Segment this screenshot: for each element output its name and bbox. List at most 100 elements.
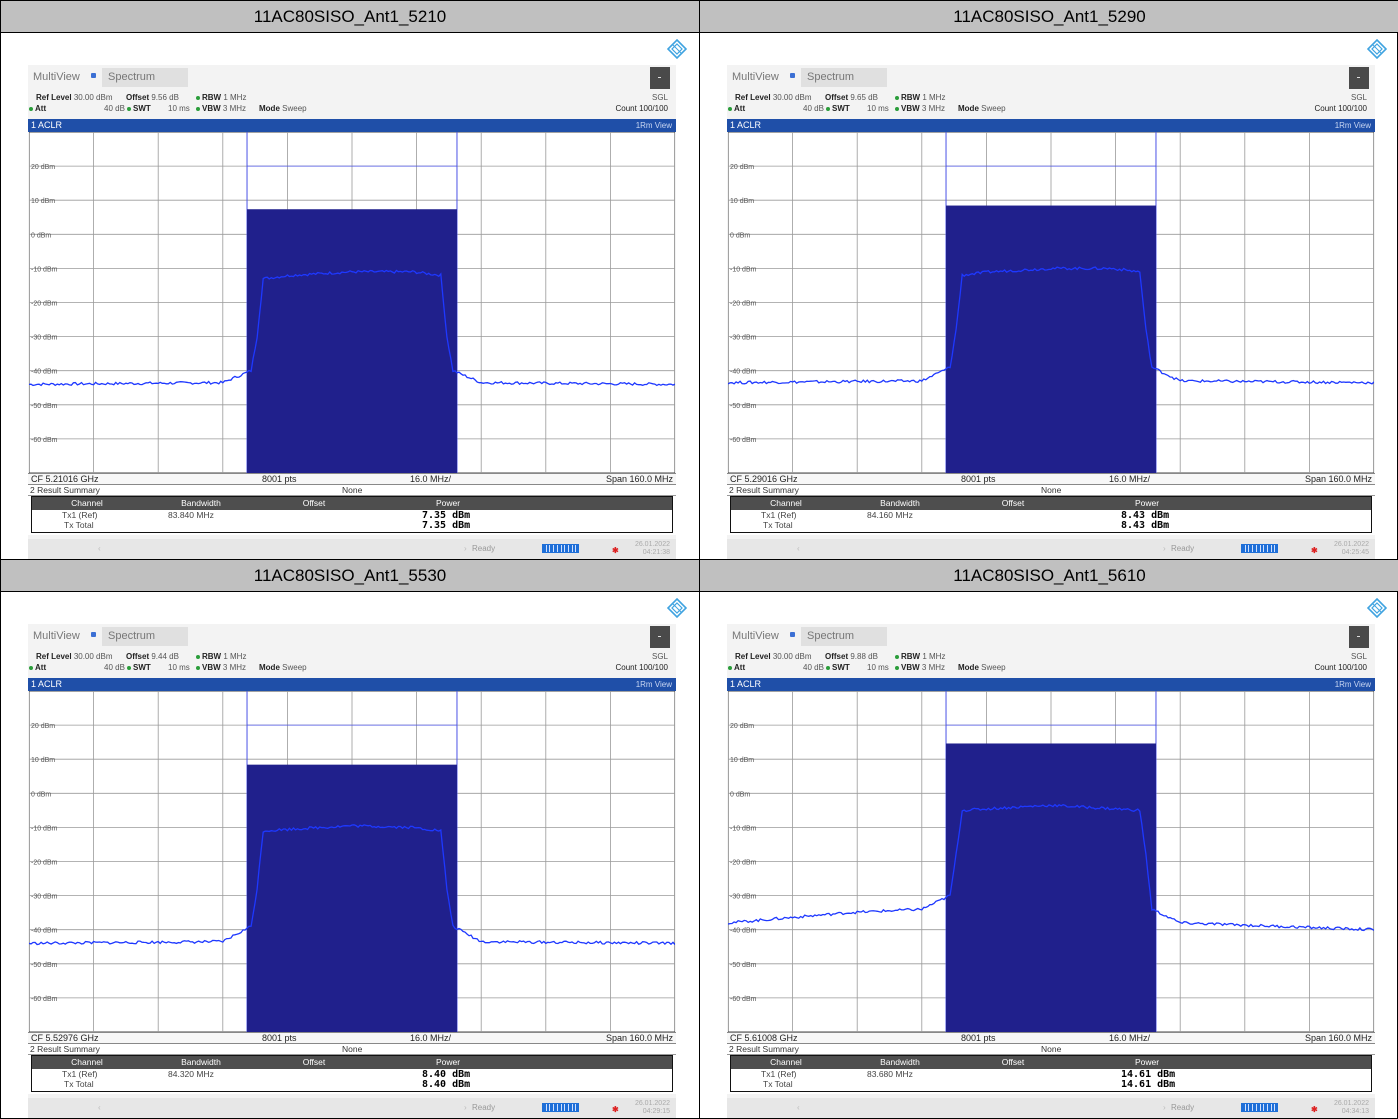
settings-bar: Ref Level 30.00 dBm Offset 9.56 dB RBW 1… — [28, 93, 676, 117]
y-tick-label: -40 dBm — [730, 369, 757, 376]
result-table-header: Channel Bandwidth Offset Power — [731, 497, 1371, 510]
spectrum-plot[interactable]: 20 dBm 10 dBm 0 dBm -10 dBm -20 dBm -30 dBm -4… — [29, 132, 675, 473]
y-tick-label: -50 dBm — [31, 403, 58, 410]
tab-multiview[interactable]: MultiView — [33, 630, 80, 642]
tab-multiview[interactable]: MultiView — [732, 71, 779, 83]
mode-value: Sweep — [981, 663, 1006, 672]
chevron-right-icon[interactable]: › — [464, 544, 467, 553]
col-power: Power — [435, 498, 461, 508]
att-value: 40 dB — [104, 663, 125, 672]
row-power: 8.43 dBm — [1121, 510, 1170, 521]
instrument-status-icon: ✱ — [612, 546, 619, 555]
window-view-label: 1Rm View — [635, 121, 672, 130]
row-channel: Tx1 (Ref) — [62, 510, 98, 520]
rohde-schwarz-logo-icon — [667, 39, 687, 59]
spectrum-trace — [728, 803, 1374, 932]
chevron-left-icon[interactable]: ‹ — [98, 1103, 101, 1112]
y-tick-label: 0 dBm — [31, 232, 51, 239]
ref-level-label: Ref Level — [735, 93, 771, 102]
channel-power-bar — [946, 205, 1156, 473]
analyzer-screen: MultiView Spectrum Ref Level 30.00 dBm O… — [727, 624, 1375, 1118]
rbw-value: 1 MHz — [223, 93, 247, 102]
result-summary-title: 2 Result Summary — [729, 1044, 799, 1054]
y-tick-label: -30 dBm — [730, 894, 757, 901]
swt-indicator-icon — [826, 665, 830, 670]
sgl-label: SGL — [651, 93, 668, 102]
y-tick-label: 10 dBm — [730, 757, 754, 764]
swt-indicator-icon — [127, 106, 131, 111]
x-axis-bar: CF 5.61008 GHz 8001 pts 16.0 MHz/ Span 1… — [727, 1032, 1375, 1044]
tab-spectrum[interactable]: Spectrum — [102, 627, 188, 646]
panel-title: 11AC80SISO_Ant1_5290 — [700, 1, 1398, 33]
status-bar: ‹ › Ready ✱ 26.01.2022 04:25:45 — [727, 539, 1375, 559]
frequency-per-division: 16.0 MHz/ — [410, 474, 452, 484]
rbw-indicator-icon — [196, 95, 200, 100]
row-channel: Tx Total — [64, 520, 94, 530]
result-summary-title: 2 Result Summary — [30, 485, 100, 495]
att-label: Att — [734, 104, 746, 113]
y-tick-label: -60 dBm — [31, 996, 58, 1003]
result-summary: 2 Result Summary None Channel Bandwidth … — [28, 1044, 676, 1094]
row-bandwidth: 83.680 MHz — [867, 1069, 913, 1079]
center-frequency: CF 5.21016 GHz — [31, 474, 99, 484]
table-row: Tx Total 8.43 dBm — [731, 520, 1371, 531]
spectrum-plot[interactable]: 20 dBm 10 dBm 0 dBm -10 dBm -20 dBm -30 dBm -4… — [29, 691, 675, 1032]
chevron-left-icon[interactable]: ‹ — [98, 544, 101, 553]
spectrum-plot[interactable]: 20 dBm 10 dBm 0 dBm -10 dBm -20 dBm -30 dBm -4… — [728, 691, 1374, 1032]
ref-level-label: Ref Level — [735, 652, 771, 661]
tab-spectrum[interactable]: Spectrum — [102, 68, 188, 87]
mode-label: Mode — [958, 663, 979, 672]
sweep-count: Count 100/100 — [615, 663, 669, 672]
spectrum-trace — [29, 269, 675, 387]
tab-multiview[interactable]: MultiView — [33, 71, 80, 83]
row-power: 7.35 dBm — [422, 510, 471, 521]
x-axis-bar: CF 5.29016 GHz 8001 pts 16.0 MHz/ Span 1… — [727, 473, 1375, 485]
att-indicator-icon — [728, 106, 732, 111]
status-datetime: 26.01.2022 04:29:15 — [635, 1100, 670, 1116]
chevron-right-icon[interactable]: › — [464, 1103, 467, 1112]
frequency-span: Span 160.0 MHz — [1304, 474, 1372, 484]
y-tick-label: -20 dBm — [730, 301, 757, 308]
spectrum-plot[interactable]: 20 dBm 10 dBm 0 dBm -10 dBm -20 dBm -30 dBm -4… — [728, 132, 1374, 473]
status-date: 26.01.2022 — [1333, 1100, 1369, 1107]
window-title: 1 ACLR — [730, 679, 762, 689]
col-power: Power — [1134, 1057, 1160, 1067]
row-channel: Tx Total — [64, 1079, 94, 1089]
vbw-label: VBW — [901, 104, 920, 113]
row-power: 8.40 dBm — [422, 1079, 471, 1090]
y-tick-label: -20 dBm — [730, 860, 757, 867]
table-row: Tx Total 8.40 dBm — [32, 1079, 672, 1090]
tab-spectrum[interactable]: Spectrum — [801, 627, 887, 646]
status-bar: ‹ › Ready ✱ 26.01.2022 04:34:13 — [727, 1098, 1375, 1118]
window-header: 1 ACLR 1Rm View — [727, 678, 1375, 691]
rbw-label: RBW — [202, 93, 222, 102]
result-summary-none: None — [342, 485, 363, 495]
att-value: 40 dB — [803, 104, 824, 113]
panel-title: 11AC80SISO_Ant1_5610 — [700, 560, 1398, 592]
chevron-left-icon[interactable]: ‹ — [797, 1103, 800, 1112]
menu-icon[interactable] — [650, 626, 670, 648]
rohde-schwarz-logo-icon — [1367, 39, 1387, 59]
offset-label: Offset — [825, 652, 849, 661]
tab-spectrum[interactable]: Spectrum — [801, 68, 887, 87]
status-time: 04:29:15 — [642, 1108, 670, 1115]
result-summary-none: None — [1041, 1044, 1062, 1054]
vbw-indicator-icon — [196, 665, 200, 670]
menu-icon[interactable] — [1349, 626, 1369, 648]
swt-value: 10 ms — [867, 663, 889, 672]
y-tick-label: 20 dBm — [730, 723, 754, 730]
status-time: 04:21:38 — [642, 549, 670, 556]
chevron-left-icon[interactable]: ‹ — [797, 544, 800, 553]
menu-icon[interactable] — [1349, 67, 1369, 89]
result-summary-header: 2 Result Summary None — [727, 485, 1375, 496]
menu-icon[interactable] — [650, 67, 670, 89]
tab-indicator-icon — [790, 632, 795, 637]
sgl-label: SGL — [651, 652, 668, 661]
tab-multiview[interactable]: MultiView — [732, 630, 779, 642]
chevron-right-icon[interactable]: › — [1163, 544, 1166, 553]
settings-bar: Ref Level 30.00 dBm Offset 9.65 dB RBW 1… — [727, 93, 1375, 117]
row-channel: Tx Total — [763, 520, 793, 530]
window-view-label: 1Rm View — [1334, 121, 1371, 130]
chevron-right-icon[interactable]: › — [1163, 1103, 1166, 1112]
swt-label: SWT — [832, 663, 850, 672]
